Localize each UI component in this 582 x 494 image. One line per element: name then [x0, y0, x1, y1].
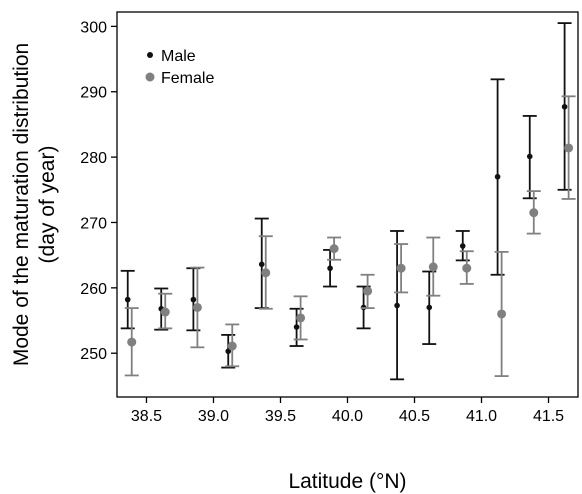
female-point — [227, 341, 237, 351]
male-point — [526, 153, 533, 160]
legend: Male Female — [145, 48, 214, 87]
male-point — [225, 348, 232, 355]
male-point — [124, 296, 131, 303]
female-point — [564, 143, 574, 153]
y-tick-label: 300 — [80, 19, 107, 36]
x-tick-label: 41.5 — [533, 408, 564, 425]
x-tick-label: 39.5 — [265, 408, 296, 425]
y-tick-label: 280 — [80, 150, 107, 167]
female-point — [529, 208, 539, 218]
female-point — [160, 307, 170, 317]
y-tick-label: 270 — [80, 215, 107, 232]
male-point — [561, 103, 568, 110]
female-point — [192, 302, 202, 312]
male-point — [459, 243, 466, 249]
x-tick-label: 38.5 — [131, 408, 162, 425]
female-point — [296, 313, 306, 323]
legend-label-male: Male — [161, 48, 196, 65]
x-tick-label: 39.0 — [198, 408, 229, 425]
female-point — [462, 263, 472, 273]
male-point — [426, 304, 433, 311]
male-point — [190, 296, 197, 303]
y-axis-label-line-2: (day of year) — [36, 146, 59, 264]
x-tick-label: 41.0 — [466, 408, 497, 425]
legend-marker-male — [147, 52, 153, 58]
female-point — [396, 263, 406, 273]
female-point — [329, 244, 339, 254]
series-layer — [120, 22, 576, 381]
female-point — [497, 309, 507, 319]
female-point — [363, 286, 373, 296]
legend-label-female: Female — [161, 70, 214, 87]
x-axis-label: Latitude (°N) — [288, 470, 406, 493]
male-point — [258, 261, 265, 268]
male-point — [494, 173, 501, 180]
y-axis: 250 260 270 280 290 300 — [80, 19, 117, 363]
x-tick-label: 40.0 — [332, 408, 363, 425]
male-point — [327, 265, 333, 272]
y-tick-label: 290 — [80, 85, 107, 102]
series-female — [124, 95, 576, 377]
male-point — [293, 324, 300, 330]
y-tick-label: 250 — [80, 346, 107, 363]
y-tick-label: 260 — [80, 281, 107, 298]
x-axis: 38.5 39.0 39.5 40.0 40.5 41.0 41.5 — [131, 397, 564, 425]
y-axis-label-line-1: Mode of the maturation distribution — [10, 43, 33, 366]
x-tick-label: 40.5 — [399, 408, 430, 425]
male-point — [394, 302, 400, 309]
female-point — [261, 268, 271, 278]
female-point — [428, 262, 438, 272]
female-point — [127, 337, 137, 347]
legend-marker-female — [145, 72, 155, 82]
